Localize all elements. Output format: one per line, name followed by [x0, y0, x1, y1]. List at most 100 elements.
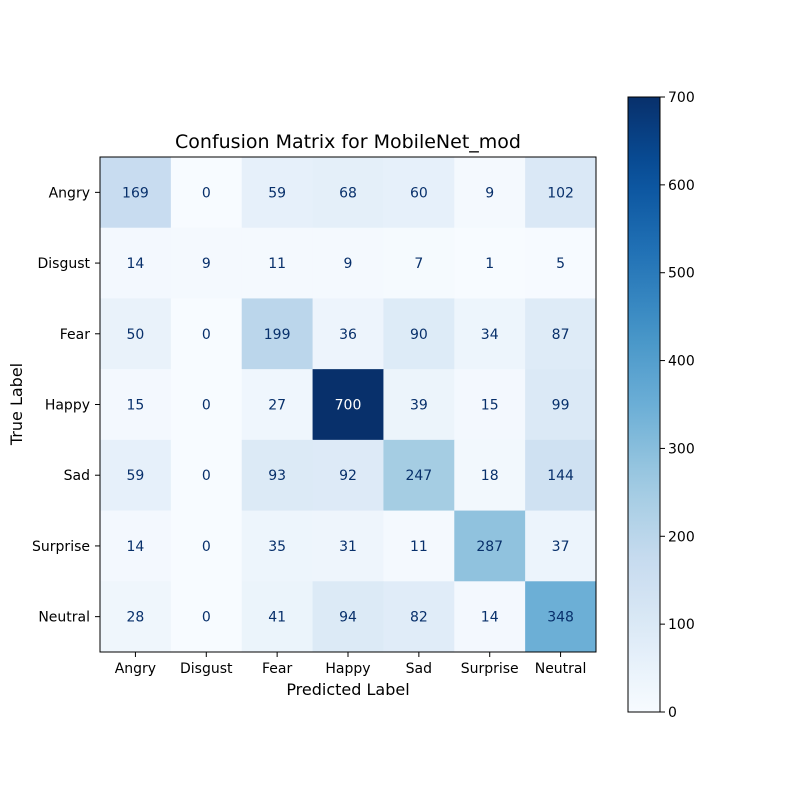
cell-value-label: 9: [202, 256, 211, 272]
heatmap-cell: [525, 510, 597, 582]
cell-value-label: 199: [264, 327, 291, 343]
heatmap-cell: [170, 298, 243, 370]
cell-value-label: 82: [410, 610, 428, 626]
heatmap-cell: [454, 157, 526, 229]
cell-value-label: 102: [547, 185, 574, 201]
cell-value-label: 11: [410, 539, 428, 555]
chart-title: Confusion Matrix for MobileNet_mod: [175, 131, 521, 153]
cell-value-label: 9: [485, 185, 494, 201]
cell-value-label: 99: [552, 398, 570, 414]
colorbar-tick-label: 700: [668, 90, 695, 106]
colorbar-tick-label: 200: [668, 529, 695, 545]
heatmap-cell: [383, 157, 455, 229]
cell-value-label: 37: [552, 539, 570, 555]
heatmap-cell: [525, 227, 597, 299]
heatmap-cell: [312, 157, 384, 229]
x-axis: Angry Disgust Fear Happy Sad Surprise Neutral: [115, 652, 587, 677]
heatmap-cell: [454, 581, 526, 653]
heatmap-cell: [454, 510, 526, 582]
heatmap-cell: [241, 510, 314, 582]
colorbar: [627, 96, 661, 713]
cell-value-label: 93: [268, 468, 286, 484]
heatmap-cell: [383, 581, 455, 653]
heatmap-cell: [454, 369, 526, 441]
heatmap-cell: [100, 439, 172, 512]
cell-value-label: 31: [339, 539, 357, 555]
colorbar-tick-label: 300: [668, 441, 695, 457]
colorbar-tick-label: 400: [668, 354, 695, 370]
heatmap-cell: [383, 298, 455, 370]
x-tick-label: Happy: [325, 661, 370, 677]
cell-value-label: 1: [485, 256, 494, 272]
heatmap-cell: [383, 510, 455, 582]
y-tick-label: Sad: [64, 468, 90, 484]
cell-value-label: 0: [202, 610, 211, 626]
cell-value-label: 90: [410, 327, 428, 343]
heatmap-cell: [241, 157, 314, 229]
cell-value-label: 39: [410, 398, 428, 414]
cell-value-label: 247: [405, 468, 432, 484]
cell-value-label: 36: [339, 327, 357, 343]
x-tick-label: Sad: [406, 661, 432, 677]
heatmap-cell: [170, 581, 243, 653]
cell-value-label: 92: [339, 468, 357, 484]
x-tick-label: Angry: [115, 661, 156, 677]
cell-value-label: 7: [414, 256, 423, 272]
heatmap-cell: [383, 227, 455, 299]
cell-value-label: 59: [127, 468, 145, 484]
y-axis: Angry Disgust Fear Happy Sad Surprise Neutral: [32, 185, 100, 626]
cell-value-label: 144: [547, 468, 574, 484]
heatmap-cell: [100, 157, 172, 229]
colorbar-tick-label: 100: [668, 617, 695, 633]
heatmap-cell: [312, 227, 384, 299]
heatmap-cell: [170, 510, 243, 582]
heatmap-cell: [170, 369, 243, 441]
heatmap-cell: [525, 369, 597, 441]
cell-value-label: 0: [202, 185, 211, 201]
cell-value-label: 348: [547, 610, 574, 626]
cell-value-label: 27: [268, 398, 286, 414]
heatmap-cell: [100, 581, 172, 653]
x-tick-label: Surprise: [461, 661, 519, 677]
y-tick-label: Neutral: [38, 610, 90, 626]
heatmap-cell: [241, 369, 314, 441]
cell-value-label: 35: [268, 539, 286, 555]
heatmap-cell: [170, 157, 243, 229]
cell-value-label: 87: [552, 327, 570, 343]
cell-value-label: 15: [127, 398, 145, 414]
cell-value-label: 5: [556, 256, 565, 272]
y-axis-label: True Label: [7, 363, 26, 446]
cell-value-label: 287: [476, 539, 503, 555]
cell-value-label: 68: [339, 185, 357, 201]
x-tick-label: Disgust: [180, 661, 233, 677]
cell-value-label: 41: [268, 610, 286, 626]
y-tick-label: Fear: [60, 327, 90, 343]
colorbar-axis: 0 100 200 300 400 500 600 700: [660, 90, 695, 721]
y-tick-label: Disgust: [37, 256, 90, 272]
x-tick-label: Fear: [262, 661, 292, 677]
heatmap-cell: [100, 369, 172, 441]
heatmap-cell: [170, 227, 243, 299]
heatmap-cell: [241, 298, 314, 370]
heatmap-cell: [383, 369, 455, 441]
cell-value-label: 9: [344, 256, 353, 272]
heatmap-cell: [312, 510, 384, 582]
colorbar-tick-label: 0: [668, 705, 677, 721]
heatmap-cell: [525, 157, 597, 229]
heatmap-cell: [525, 298, 597, 370]
colorbar-tick-label: 600: [668, 178, 695, 194]
heatmap-cell: [100, 510, 172, 582]
x-tick-label: Neutral: [535, 661, 587, 677]
x-axis-label: Predicted Label: [286, 680, 409, 699]
heatmap-cell: [100, 227, 172, 299]
heatmap-cell: [525, 439, 597, 512]
cell-value-label: 0: [202, 327, 211, 343]
cell-value-label: 169: [122, 185, 149, 201]
cell-value-label: 50: [127, 327, 145, 343]
heatmap-cell: [312, 439, 384, 512]
heatmap-cell: [241, 581, 314, 653]
cell-value-label: 34: [481, 327, 499, 343]
cell-value-label: 14: [127, 539, 145, 555]
